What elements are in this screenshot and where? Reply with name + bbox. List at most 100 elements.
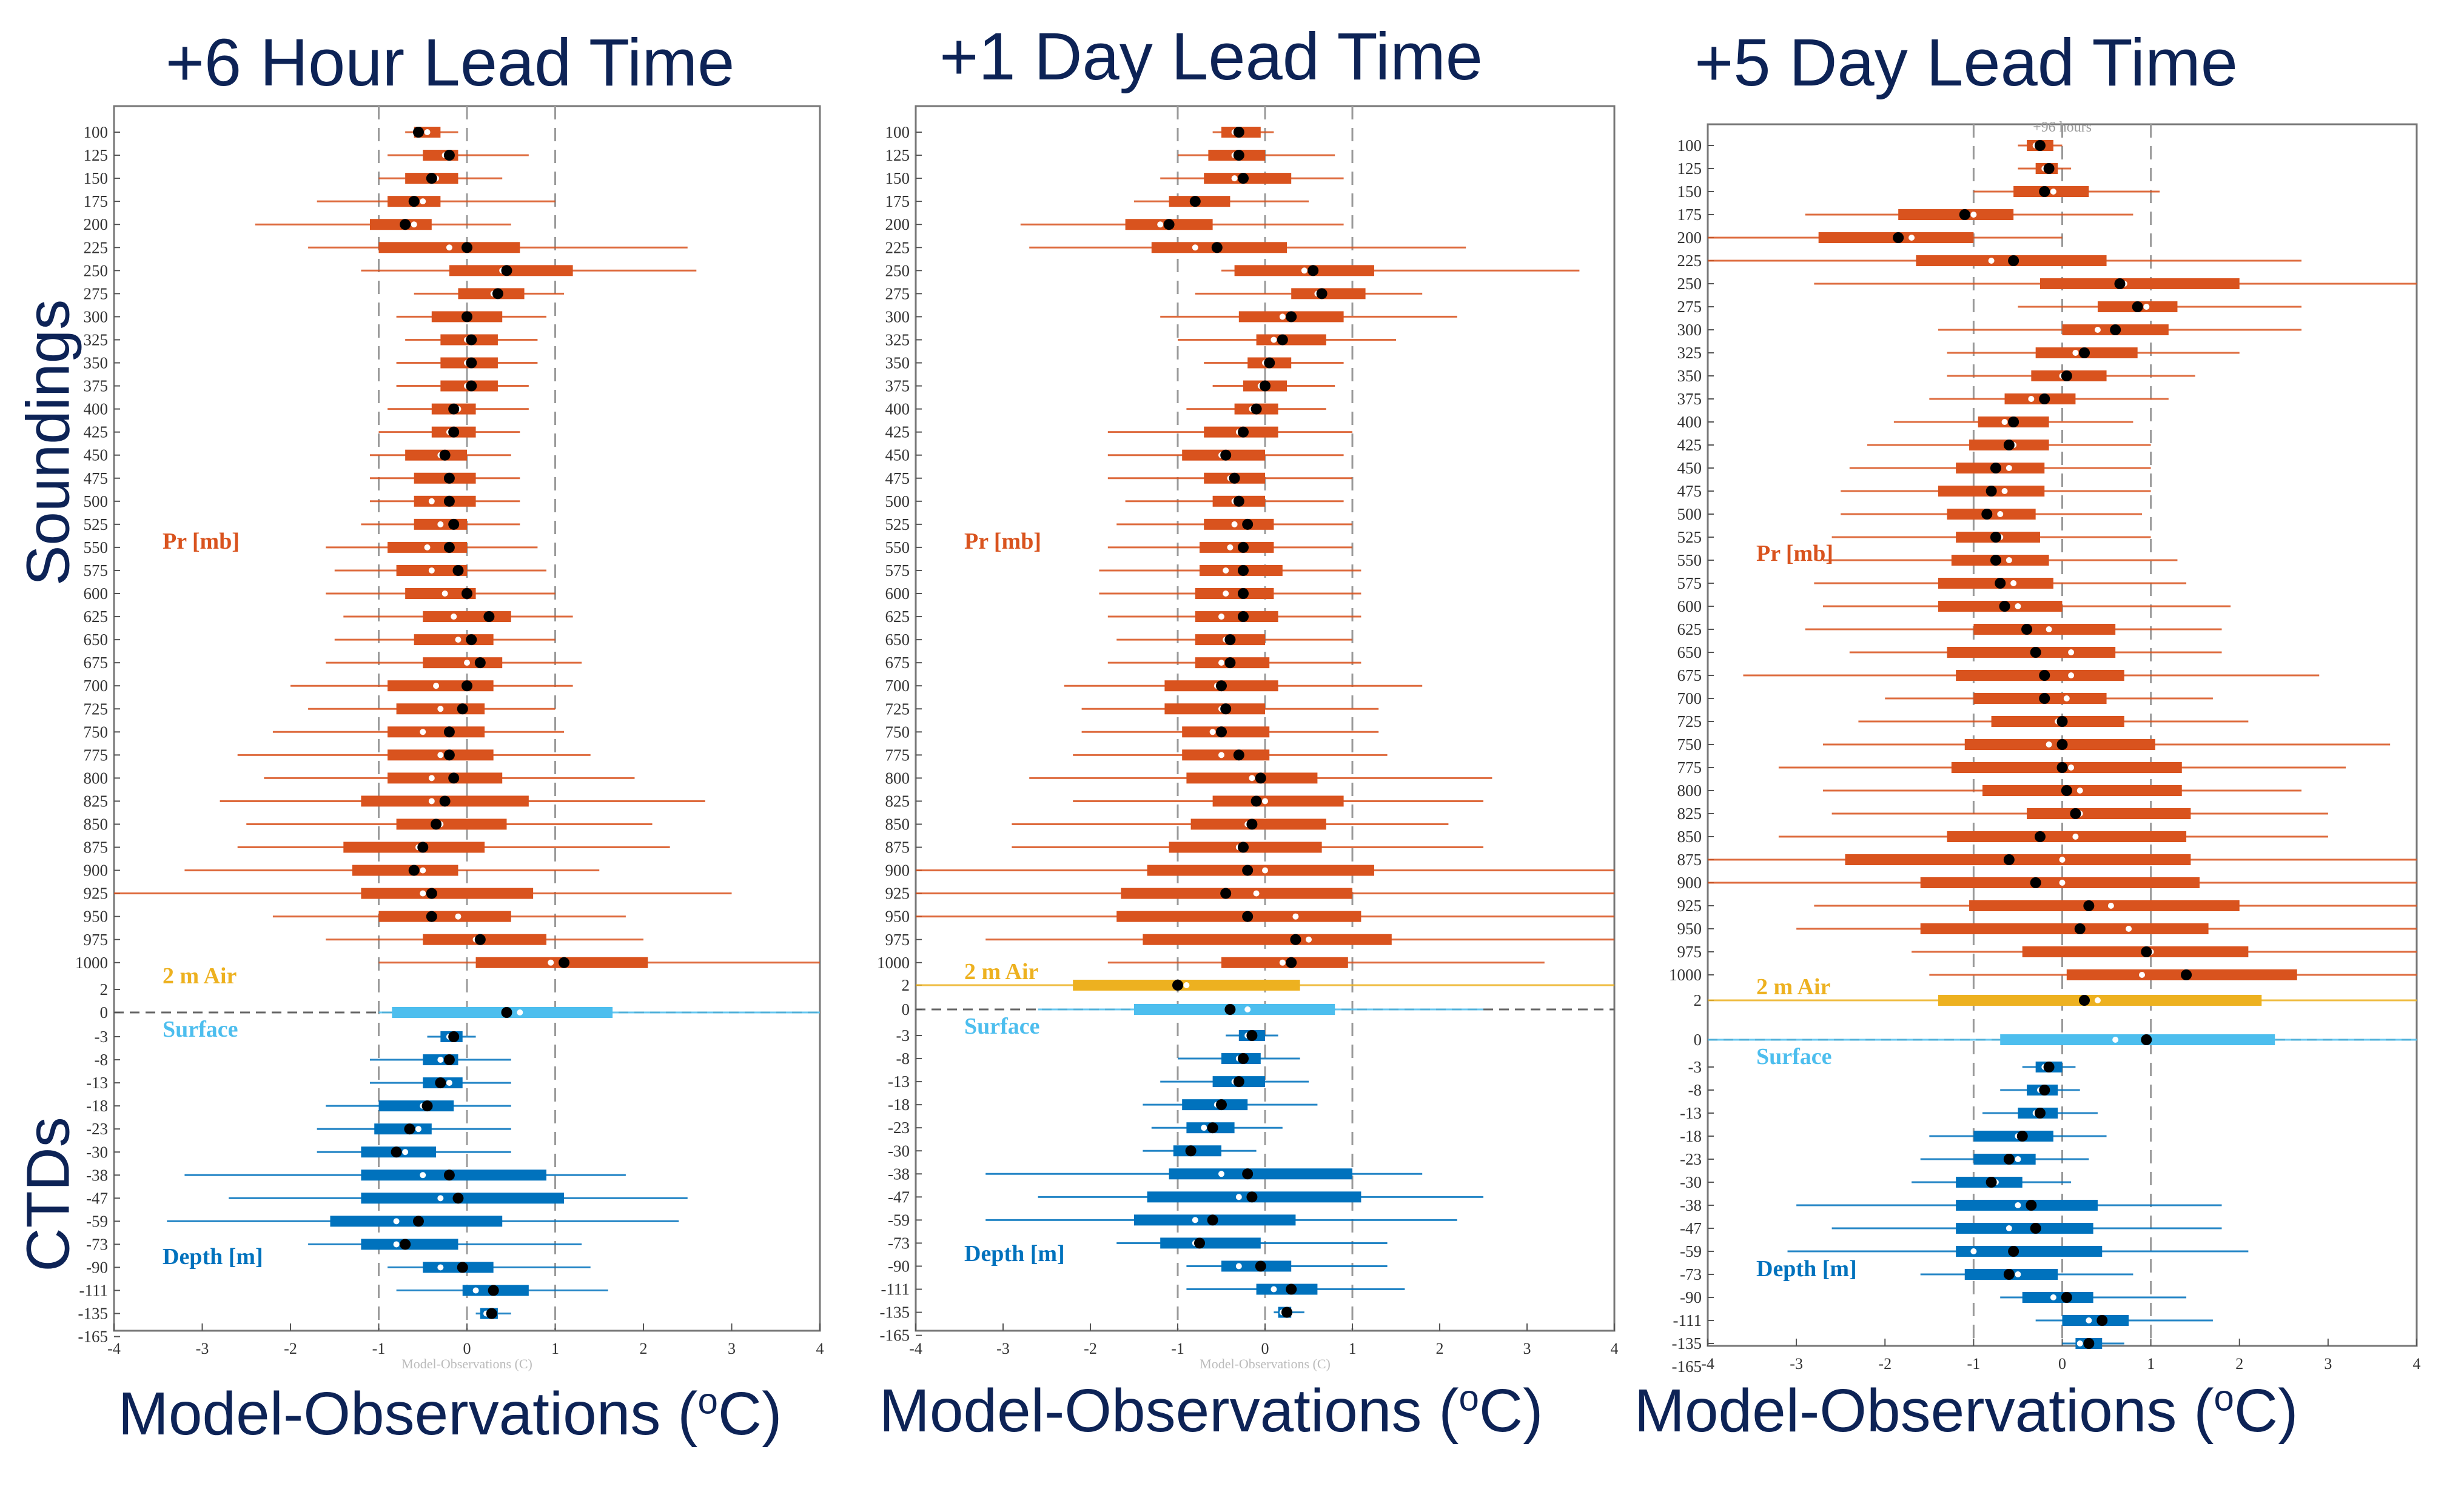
panel-3-x-tick-label: 0	[2058, 1355, 2066, 1373]
panel-1-y-tick-label: 425	[84, 423, 109, 441]
panel-1-row--30-median-marker	[402, 1149, 409, 1156]
panel-2-y-tick-label: 875	[885, 838, 910, 857]
panel-1-row-600-mean-marker	[462, 588, 472, 599]
panel-1-y-tick-label: -3	[95, 1028, 109, 1046]
panel-3-row-900-mean-marker	[2030, 877, 2041, 888]
panel-2-x-tick-label: 0	[1261, 1340, 1269, 1357]
panel-3-row-900-median-marker	[2059, 880, 2066, 886]
panel-2-row-125-mean-marker	[1233, 150, 1244, 161]
panel-3-y-tick-label: 600	[1677, 597, 1702, 615]
panel-3-y-tick-label: -165	[1672, 1357, 1702, 1376]
panel-2-y-tick-label: 775	[885, 746, 910, 764]
panel-3-row--18-mean-marker	[2016, 1131, 2028, 1142]
panel-1-row-875-box	[343, 841, 485, 853]
panel-3-row-625-mean-marker	[2021, 624, 2033, 635]
panel-1-row-450-box	[405, 449, 467, 461]
panel-2-row-400-mean-marker	[1250, 403, 1262, 415]
panel-1-row-725-median-marker	[437, 706, 444, 712]
panel-2-y-tick-label: 850	[885, 815, 910, 834]
panel-1-row-500-mean-marker	[443, 495, 455, 507]
panel-3-y-tick-label: -73	[1680, 1265, 1702, 1283]
panel-2-y-tick-label: -47	[888, 1188, 910, 1206]
panel-2-row-950-mean-marker	[1242, 911, 1254, 922]
panel-3-row-975-mean-marker	[2141, 946, 2152, 957]
panel-2-row-150-median-marker	[1231, 175, 1238, 182]
panel-1-row--18-mean-marker	[421, 1100, 433, 1112]
panel-3-y-tick-label: 0	[1694, 1031, 1702, 1049]
panel-3-x-tick-label: -3	[1790, 1355, 1803, 1373]
panel-1-y-tick-label: 950	[84, 908, 109, 926]
panel-3-row-925-median-marker	[2107, 903, 2114, 909]
panel-1-row-925-box	[361, 888, 534, 899]
panel-1-y-tick-label: 175	[84, 192, 109, 210]
panel-3-y-tick-label: -18	[1680, 1127, 1702, 1145]
panel-1-row-225-mean-marker	[462, 242, 472, 253]
panel-1-y-tick-label: -59	[86, 1212, 108, 1230]
panel-2-y-tick-label: -135	[880, 1303, 910, 1322]
panel-3-y-tick-label: -30	[1680, 1173, 1702, 1191]
panel-2-row-825-median-marker	[1262, 798, 1268, 805]
panel-1-row--59-median-marker	[393, 1218, 400, 1225]
panel-3-row-700-mean-marker	[2039, 693, 2050, 704]
panel-2-row-800-mean-marker	[1255, 772, 1266, 784]
panel-2-row-925-box	[1121, 888, 1352, 899]
panel-2-air-annotation: 2 m Air	[964, 959, 1039, 985]
panel-1-row-175-median-marker	[420, 198, 426, 205]
panel-3-row-700-median-marker	[2063, 695, 2070, 701]
panel-2-row-375-mean-marker	[1260, 380, 1271, 392]
panel-1-row--3-mean-marker	[448, 1031, 460, 1042]
panel-3-y-tick-label: 500	[1677, 505, 1702, 523]
panel-2-row-550-mean-marker	[1238, 541, 1249, 553]
panel-3-row-475-mean-marker	[1986, 486, 1997, 497]
panel-2-row--73-mean-marker	[1194, 1237, 1205, 1249]
panel-2-y-tick-label: 550	[885, 538, 910, 557]
panel-3-surface-annotation: Surface	[1756, 1044, 1832, 1069]
panel-3-xlabel-text: Model-Observations (	[1634, 1377, 2214, 1445]
panel-3-y-tick-label: 550	[1677, 551, 1702, 569]
panel-1-row--111-median-marker	[472, 1287, 479, 1294]
panel-2-y-tick-label: -23	[888, 1119, 910, 1137]
panel-1-y-tick-label: -47	[86, 1189, 108, 1207]
panel-3-y-tick-label: 225	[1677, 252, 1702, 270]
panel-1-row-1000-median-marker	[548, 959, 554, 966]
panel-1-x-tick-label: 2	[640, 1340, 648, 1357]
panel-2-row-325-mean-marker	[1277, 334, 1288, 346]
panel-3-row-175-box	[1898, 209, 2014, 220]
panel-3-row-800-mean-marker	[2061, 785, 2072, 796]
panel-3-row-875-mean-marker	[2003, 854, 2015, 865]
panel-3-row-0-mean-marker	[2141, 1034, 2152, 1045]
panel-1-row-100-median-marker	[424, 129, 431, 135]
panel-3-row--13-mean-marker	[2034, 1108, 2046, 1119]
panel-1-row-800-mean-marker	[448, 772, 460, 784]
panel-2-row--3-mean-marker	[1246, 1030, 1258, 1041]
panel-3-row-450-mean-marker	[1990, 463, 2001, 473]
panel-1-y-tick-label: 300	[84, 307, 109, 326]
panel-2-y-tick-label: 425	[885, 423, 910, 441]
panel-3-pressure-annotation: Pr [mb]	[1756, 541, 1833, 566]
panel-3-y-tick-label: 675	[1677, 666, 1702, 684]
panel-1-xlabel: Model-Observations (oC)	[118, 1379, 782, 1449]
panel-3-y-tick-label: 725	[1677, 712, 1702, 731]
panel-3-row--90-mean-marker	[2061, 1292, 2072, 1303]
panel-2-row-800-median-marker	[1249, 775, 1255, 781]
panel-2-row-950-box	[1116, 911, 1361, 922]
panel-1-row--23-mean-marker	[404, 1123, 415, 1135]
panel-3-row-100-mean-marker	[2034, 140, 2046, 151]
panel-1-row-750-median-marker	[420, 729, 426, 735]
panel-3-row-1000-mean-marker	[2181, 969, 2192, 980]
panel-3-y-tick-label: 925	[1677, 897, 1702, 915]
panel-2-y-tick-label: 225	[885, 238, 910, 256]
panel-1-row-275-mean-marker	[492, 288, 503, 299]
panel-2-inner-xlabel: Model-Observations (C)	[1200, 1356, 1331, 1371]
panel-3-row-850-median-marker	[2072, 834, 2079, 840]
panel-3-y-tick-label: 800	[1677, 781, 1702, 800]
panel-3-y-tick-label: 850	[1677, 828, 1702, 846]
panel-3-row-400-median-marker	[2001, 419, 2008, 425]
panel-1-row--47-median-marker	[437, 1195, 444, 1202]
panel-1-xlabel-tail: C)	[717, 1380, 782, 1448]
panel-3-row-750-median-marker	[2046, 741, 2052, 748]
panel-1-depth-annotation: Depth [m]	[163, 1244, 263, 1270]
panel-1-y-tick-label: -18	[86, 1097, 108, 1115]
panel-1-y-tick-label: 475	[84, 469, 109, 487]
